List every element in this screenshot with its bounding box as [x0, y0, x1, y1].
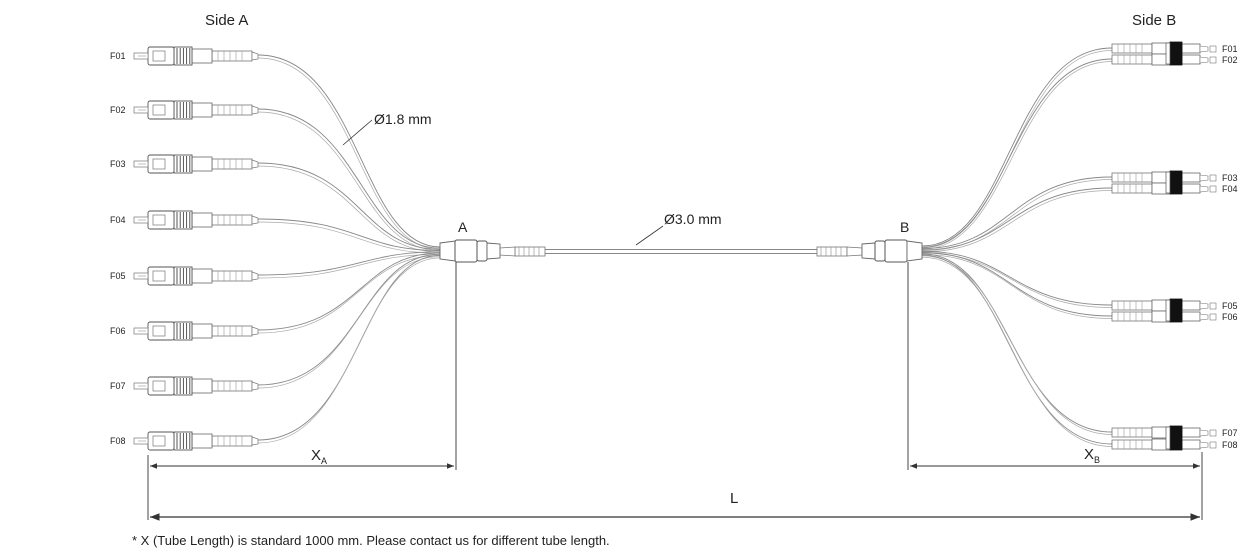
- side-a-leg-f04: F04: [110, 210, 441, 254]
- xb-label: XB: [1084, 446, 1100, 465]
- side-a-port-label: F05: [110, 271, 126, 281]
- breakout-diameter-label: Ø1.8 mm: [374, 111, 432, 127]
- side-a-port-label: F01: [110, 51, 126, 61]
- dimension-xb: XB: [907, 262, 1203, 520]
- side-a-leg-f02: F02: [110, 100, 441, 252]
- side-a-port-label: F04: [110, 215, 126, 225]
- side-a-port-label: F08: [110, 436, 126, 446]
- trunk-diameter-callout: Ø3.0 mm: [635, 211, 722, 246]
- dimension-xa: XA: [147, 262, 457, 520]
- side-b-port-label: F05: [1222, 301, 1238, 311]
- side-b-port-label: F01: [1222, 44, 1238, 54]
- side-b-port-label: F04: [1222, 184, 1238, 194]
- side-b-port-label: F02: [1222, 55, 1238, 65]
- total-length-label: L: [730, 490, 738, 507]
- fanout-label-b: B: [900, 219, 909, 235]
- side-a-leg-f03: F03: [110, 154, 441, 253]
- footnote: * X (Tube Length) is standard 1000 mm. P…: [132, 533, 610, 548]
- side-a-port-label: F06: [110, 326, 126, 336]
- side-b-leg-f04: F04: [921, 182, 1238, 253]
- side-a-leg-f01: F01: [110, 46, 441, 250]
- side-a-breakouts: F01 F02 F03 F04 F05 F06 F07 F08: [110, 46, 441, 451]
- side-b-duplex-clip: [1169, 298, 1183, 323]
- side-a-port-label: F07: [110, 381, 126, 391]
- side-b-port-label: F08: [1222, 440, 1238, 450]
- breakout-diameter-callout: Ø1.8 mm: [342, 111, 432, 146]
- side-a-leg-f08: F08: [110, 254, 441, 451]
- side-b-duplex-clip: [1169, 425, 1183, 451]
- fanout-label-a: A: [458, 219, 468, 235]
- fanout-housing-b: [861, 239, 923, 263]
- side-b-port-label: F03: [1222, 173, 1238, 183]
- side-b-duplex-clip: [1169, 41, 1183, 66]
- trunk-diameter-label: Ø3.0 mm: [664, 211, 722, 227]
- fanout-housing-a: [439, 239, 501, 263]
- side-b-duplex-clip: [1169, 170, 1183, 195]
- side-a-leg-f07: F07: [110, 253, 441, 396]
- side-b-leg-f08: F08: [921, 254, 1238, 451]
- side-b-leg-f07: F07: [921, 253, 1238, 439]
- side-b-leg-f02: F02: [921, 53, 1238, 250]
- side-b-port-label: F06: [1222, 312, 1238, 322]
- xa-label: XA: [311, 447, 327, 466]
- side-a-port-label: F03: [110, 159, 126, 169]
- side-b-leg-f01: F01: [921, 42, 1238, 249]
- side-b-title: Side B: [1132, 12, 1176, 29]
- side-b-leg-f06: F06: [921, 252, 1238, 323]
- side-a-leg-f05: F05: [110, 251, 441, 286]
- trunk-cable: [499, 246, 863, 257]
- side-a-title: Side A: [205, 12, 248, 29]
- dimension-total-length: L: [150, 490, 1200, 521]
- side-a-port-label: F02: [110, 105, 126, 115]
- side-b-port-label: F07: [1222, 428, 1238, 438]
- side-a-leg-f06: F06: [110, 252, 441, 341]
